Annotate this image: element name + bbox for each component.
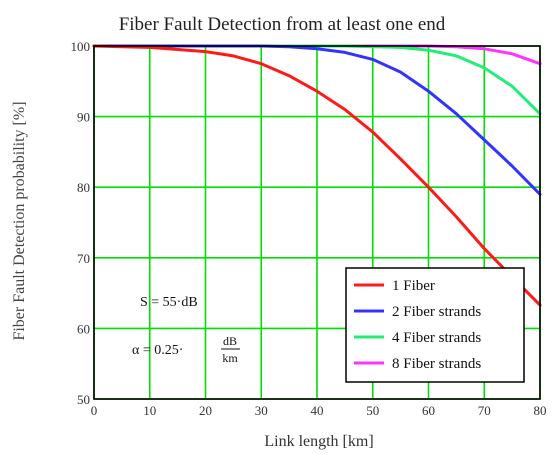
x-tick-label: 80 [534,403,547,418]
legend-label: 1 Fiber [392,278,435,294]
x-tick-label: 50 [366,403,379,418]
y-tick-label: 80 [77,180,90,195]
plot-frame [93,45,541,400]
annotation-alpha: α = 0.25· [132,343,183,358]
tick-labels: 0 10 20 30 40 50 60 70 80 50 60 70 80 90 100 [71,39,547,418]
x-tick-label: 0 [91,403,98,418]
x-tick-label: 70 [478,403,491,418]
legend-label: 8 Fiber strands [392,356,481,372]
x-tick-label: 60 [422,403,435,418]
y-axis-label: Fiber Fault Detection probability [%] [11,101,28,340]
y-tick-label: 50 [77,392,90,407]
y-tick-label: 100 [71,39,91,54]
y-tick-label: 70 [77,251,90,266]
annotation-alpha-unit-denominator: km [222,351,238,365]
legend-label: 2 Fiber strands [392,304,481,320]
series-line [92,44,542,307]
grid [93,45,541,400]
legend-label: 4 Fiber strands [392,330,481,346]
annotation-alpha-unit-numerator: dB [223,334,237,348]
x-tick-label: 30 [255,403,268,418]
y-tick-label: 60 [77,321,90,336]
x-axis-label: Link length [km] [264,433,373,450]
legend: 1 Fiber 2 Fiber strands 4 Fiber strands 8 F… [345,267,525,383]
chart-title: Fiber Fault Detection from at least one … [119,14,446,35]
annotation-s: S = 55·dB [140,295,198,310]
annotation-group: S = 55·dB α = 0.25· dB km [132,295,240,365]
x-tick-label: 40 [311,403,324,418]
y-tick-label: 90 [77,110,90,125]
x-tick-label: 10 [143,403,156,418]
x-tick-label: 20 [199,403,212,418]
